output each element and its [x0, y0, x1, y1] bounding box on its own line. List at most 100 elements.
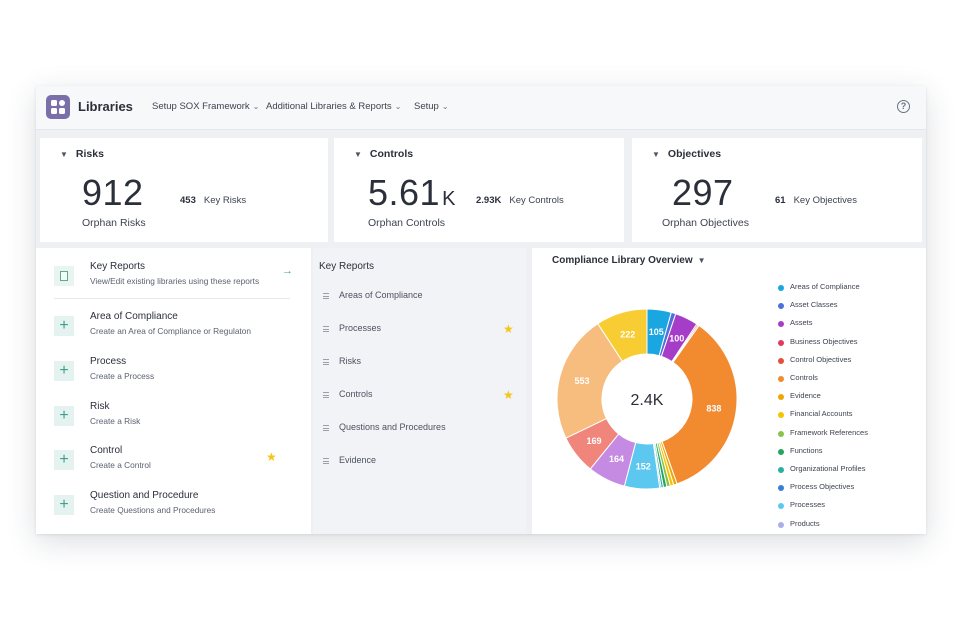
donut-chart: 105 100 838 152 164 169 553 222 2.4K — [556, 308, 738, 490]
legend-label: Control Objectives — [790, 354, 852, 364]
item-description: Create a Process — [90, 371, 155, 381]
item-description: Create a Control — [90, 460, 151, 470]
star-icon[interactable]: ★ — [503, 322, 514, 336]
key-count: 61 — [775, 195, 786, 206]
key-reports-title: Key Reports — [319, 261, 375, 272]
key-reports-panel: Key Reports Areas of Compliance Processe… — [313, 248, 526, 534]
list-item-risk[interactable]: + Risk Create a Risk — [54, 400, 294, 440]
plus-icon[interactable]: + — [54, 450, 74, 470]
card-header[interactable]: ▼ Risks — [60, 148, 104, 160]
stat-number: 297 — [672, 172, 734, 213]
stat-number: 912 — [82, 172, 144, 213]
donut-slice[interactable] — [661, 324, 738, 485]
report-label: Evidence — [339, 455, 377, 465]
legend-label: Process Objectives — [790, 482, 855, 492]
report-link-controls[interactable]: Controls ★ — [323, 388, 514, 404]
list-icon — [323, 326, 329, 332]
plus-icon[interactable]: + — [54, 406, 74, 426]
legend-swatch — [778, 521, 784, 528]
stat-subtitle: Orphan Controls — [368, 217, 446, 229]
star-icon[interactable]: ★ — [266, 450, 277, 464]
arrow-right-icon[interactable]: → — [282, 265, 293, 277]
list-item-key-reports[interactable]: Key Reports View/Edit existing libraries… — [54, 260, 294, 300]
key-stat[interactable]: 2.93K Key Controls — [476, 195, 564, 206]
stat-number: 5.61 — [368, 172, 441, 213]
card-title: Objectives — [667, 148, 722, 160]
list-item-control[interactable]: + Control Create a Control ★ — [54, 444, 294, 484]
legend-swatch — [778, 412, 784, 419]
item-title: Risk — [90, 401, 110, 412]
report-label: Questions and Procedures — [339, 422, 446, 432]
key-stat[interactable]: 61 Key Objectives — [775, 195, 857, 206]
list-item-area-of-compliance[interactable]: + Area of Compliance Create an Area of C… — [54, 310, 294, 350]
report-link-evidence[interactable]: Evidence — [323, 454, 513, 470]
star-icon[interactable]: ★ — [503, 388, 514, 402]
donut-slice[interactable] — [597, 308, 648, 363]
stat-subtitle: Orphan Objectives — [662, 217, 749, 229]
legend-label: Functions — [790, 445, 823, 455]
list-item-process[interactable]: + Process Create a Process — [54, 355, 294, 395]
stat-unit: K — [442, 188, 456, 210]
legend-swatch — [778, 485, 784, 492]
chevron-down-icon: ⌄ — [252, 102, 260, 111]
create-actions-panel: Key Reports View/Edit existing libraries… — [36, 248, 311, 534]
libraries-app-icon[interactable] — [46, 95, 70, 119]
card-title: Risks — [75, 148, 104, 160]
report-link-processes[interactable]: Processes ★ — [323, 322, 514, 338]
item-title: Control — [90, 445, 123, 456]
card-header[interactable]: ▼ Controls — [354, 148, 413, 160]
card-title: Controls — [369, 148, 414, 160]
slice-data-label: 553 — [574, 376, 589, 386]
objectives-card: ▼ Objectives 297 Orphan Objectives 61 Key … — [632, 138, 922, 242]
legend-label: Controls — [790, 373, 818, 382]
report-label: Controls — [339, 389, 373, 399]
item-description: Create a Risk — [90, 416, 141, 426]
report-link-risks[interactable]: Risks — [323, 355, 513, 371]
caret-down-icon: ▼ — [354, 150, 362, 159]
legend-label: Evidence — [790, 391, 821, 401]
list-icon — [323, 293, 329, 299]
nav-label: Setup — [414, 101, 439, 112]
report-link-questions-and-procedures[interactable]: Questions and Procedures — [323, 421, 513, 437]
card-header[interactable]: ▼ Objectives — [652, 148, 721, 160]
plus-icon[interactable]: + — [54, 495, 74, 515]
stat-value: 297 — [672, 172, 736, 214]
report-label: Processes — [339, 323, 382, 333]
list-icon — [323, 458, 329, 464]
nav-setup-sox-framework[interactable]: Setup SOX Framework ⌄ — [152, 101, 259, 112]
top-bar: Libraries Setup SOX Framework ⌄ Additiona… — [36, 86, 926, 130]
plus-icon[interactable]: + — [54, 316, 74, 336]
page-title: Libraries — [78, 99, 133, 114]
legend-swatch — [778, 503, 784, 510]
chart-title-dropdown[interactable]: Compliance Library Overview ▼ — [552, 255, 706, 266]
legend-swatch — [778, 357, 784, 364]
legend-label: Areas of Compliance — [790, 282, 860, 291]
list-icon — [323, 359, 329, 365]
slice-data-label: 222 — [620, 329, 635, 339]
item-title: Area of Compliance — [90, 311, 178, 322]
item-title: Question and Procedure — [90, 490, 199, 501]
slice-data-label: 100 — [669, 333, 684, 343]
item-description: Create Questions and Procedures — [90, 505, 216, 515]
legend-swatch — [778, 339, 784, 346]
slice-data-label: 152 — [636, 461, 651, 471]
chart-title: Compliance Library Overview — [552, 255, 693, 266]
legend-label: Assets — [790, 318, 813, 328]
key-label: Key Objectives — [793, 195, 857, 206]
help-circle-icon[interactable]: ? — [897, 100, 910, 113]
report-link-areas-of-compliance[interactable]: Areas of Compliance — [323, 289, 513, 305]
stat-value: 5.61 K — [368, 172, 456, 214]
report-label: Risks — [339, 356, 361, 366]
item-title: Process — [90, 356, 127, 367]
nav-label: Additional Libraries & Reports — [266, 101, 392, 112]
donut-slice[interactable] — [556, 322, 624, 439]
nav-additional-libraries-reports[interactable]: Additional Libraries & Reports ⌄ — [266, 101, 401, 112]
report-label: Areas of Compliance — [339, 290, 423, 300]
key-stat[interactable]: 453 Key Risks — [180, 195, 246, 206]
key-label: Key Risks — [203, 195, 247, 206]
nav-setup[interactable]: Setup ⌄ — [414, 101, 449, 112]
legend-swatch — [778, 285, 784, 291]
report-icon — [54, 266, 74, 286]
list-item-question-and-procedure[interactable]: + Question and Procedure Create Question… — [54, 489, 294, 529]
plus-icon[interactable]: + — [54, 361, 74, 381]
